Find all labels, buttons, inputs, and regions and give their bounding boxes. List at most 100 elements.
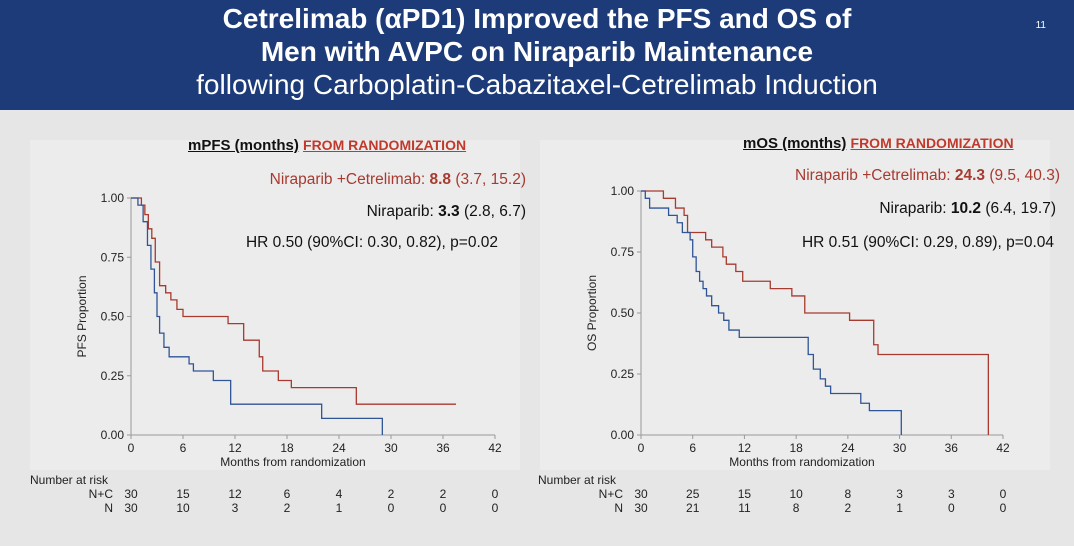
pfs-subtitle: mPFS (months) FROM RANDOMIZATION (188, 137, 466, 154)
os-risk-value: 21 (686, 501, 700, 515)
pfs-kaplan-meier-chart: 0.000.250.500.751.000 6 12 18 24 30 36 42Months… (30, 191, 502, 515)
pfs-x-tick-label: 18 (280, 441, 294, 455)
pfs-x-tick-label: 42 (488, 441, 502, 455)
pfs-x-tick-label: 30 (384, 441, 398, 455)
os-panel (540, 140, 1050, 470)
pfs-n-label: Niraparib: (366, 203, 439, 220)
os-x-tick-label: 36 (945, 441, 959, 455)
os-risk-table-title: Number at risk (538, 473, 617, 487)
os-risk-value: 2 (845, 501, 852, 515)
pfs-risk-value: 4 (336, 487, 343, 501)
os-subtitle-red: FROM RANDOMIZATION (850, 135, 1014, 151)
pfs-risk-value: 0 (388, 501, 395, 515)
os-x-axis-label: Months from randomization (729, 455, 874, 469)
os-n-median-value: 10.2 (950, 200, 982, 217)
pfs-y-axis-label: PFS Proportion (75, 275, 89, 357)
pfs-nc-label: Niraparib +Cetrelimab: (269, 171, 430, 188)
os-n-ci: (6.4, 19.7) (981, 200, 1056, 217)
title-line-3: following Carboplatin-Cabazitaxel-Cetrel… (196, 69, 878, 100)
os-x-tick-label: 24 (841, 441, 855, 455)
os-risk-row-label: N (614, 501, 623, 515)
pfs-panel (30, 140, 520, 470)
os-x-tick-label: 18 (789, 441, 803, 455)
pfs-subtitle-main: mPFS (months) (188, 137, 299, 154)
os-x-tick-label: 12 (738, 441, 752, 455)
title-line-2: Men with AVPC on Niraparib Maintenance (260, 36, 814, 67)
title-banner: Cetrelimab (αPD1) Improved the PFS and O… (0, 0, 1074, 110)
pfs-risk-row-label: N+C (89, 487, 114, 501)
pfs-risk-value: 30 (124, 487, 138, 501)
os-risk-value: 30 (634, 501, 648, 515)
os-x-tick-label: 6 (689, 441, 696, 455)
pfs-n-median-value: 3.3 (438, 203, 460, 220)
pfs-y-tick-label: 0.00 (101, 428, 125, 442)
os-risk-value: 0 (1000, 501, 1007, 515)
os-risk-value: 30 (634, 487, 648, 501)
pfs-x-tick-label: 24 (332, 441, 346, 455)
os-n-median: Niraparib: 10.2 (6.4, 19.7) (879, 200, 1056, 218)
pfs-risk-value: 10 (176, 501, 190, 515)
pfs-risk-table-title: Number at risk (30, 473, 109, 487)
pfs-hazard-ratio: HR 0.50 (90%CI: 0.30, 0.82), p=0.02 (245, 234, 498, 251)
pfs-risk-value: 15 (176, 487, 190, 501)
os-y-tick-label: 0.00 (611, 428, 635, 442)
slide-number: 11 (1035, 20, 1046, 31)
pfs-risk-value: 30 (124, 501, 138, 515)
os-kaplan-meier-chart: 0.000.250.500.751.000 6 12 18 24 30 36 42Months… (538, 184, 1010, 515)
pfs-risk-value: 6 (284, 487, 291, 501)
pfs-x-axis-label: Months from randomization (220, 455, 365, 469)
os-risk-row-label: N+C (599, 487, 624, 501)
os-y-axis-label: OS Proportion (585, 275, 599, 351)
os-series-n-c (641, 190, 989, 435)
pfs-x-tick-label: 6 (180, 441, 187, 455)
os-risk-value: 3 (896, 487, 903, 501)
pfs-y-tick-label: 0.25 (101, 369, 125, 383)
os-subtitle: mOS (months) FROM RANDOMIZATION (743, 135, 1014, 152)
pfs-risk-value: 1 (336, 501, 343, 515)
os-risk-value: 8 (793, 501, 800, 515)
os-risk-value: 0 (1000, 487, 1007, 501)
os-hazard-ratio: HR 0.51 (90%CI: 0.29, 0.89), p=0.04 (801, 234, 1054, 251)
os-risk-value: 10 (789, 487, 803, 501)
pfs-x-tick-label: 12 (228, 441, 242, 455)
os-nc-label: Niraparib +Cetrelimab: (795, 167, 955, 184)
os-risk-value: 0 (948, 501, 955, 515)
os-x-tick-label: 0 (638, 441, 645, 455)
pfs-risk-value: 3 (232, 501, 239, 515)
pfs-risk-row-label: N (104, 501, 113, 515)
pfs-n-median: Niraparib: 3.3 (2.8, 6.7) (367, 203, 526, 221)
pfs-risk-value: 2 (284, 501, 291, 515)
os-risk-value: 1 (896, 501, 903, 515)
os-y-tick-label: 0.50 (611, 306, 635, 320)
pfs-nc-median: Niraparib +Cetrelimab: 8.8 (3.7, 15.2) (270, 171, 526, 189)
os-risk-value: 3 (948, 487, 955, 501)
pfs-n-ci: (2.8, 6.7) (459, 203, 526, 220)
pfs-risk-value: 0 (492, 501, 499, 515)
os-risk-value: 25 (686, 487, 700, 501)
pfs-risk-value: 2 (440, 487, 447, 501)
os-subtitle-main: mOS (months) (743, 135, 847, 152)
pfs-risk-value: 0 (440, 501, 447, 515)
pfs-nc-median-value: 8.8 (429, 171, 452, 188)
pfs-subtitle-red: FROM RANDOMIZATION (303, 137, 467, 153)
pfs-risk-value: 12 (228, 487, 242, 501)
os-series-n (641, 190, 902, 435)
pfs-x-tick-label: 0 (128, 441, 135, 455)
pfs-y-tick-label: 0.50 (101, 310, 125, 324)
pfs-y-tick-label: 1.00 (101, 191, 125, 205)
os-y-tick-label: 0.25 (611, 367, 635, 381)
os-x-tick-label: 30 (893, 441, 907, 455)
title-line-1: Cetrelimab (αPD1) Improved the PFS and O… (222, 3, 852, 34)
os-y-tick-label: 1.00 (611, 184, 635, 198)
pfs-nc-ci: (3.7, 15.2) (451, 171, 526, 188)
os-y-tick-label: 0.75 (611, 245, 635, 259)
os-nc-median-value: 24.3 (954, 167, 986, 184)
os-x-tick-label: 42 (996, 441, 1010, 455)
os-risk-value: 8 (845, 487, 852, 501)
os-nc-median: Niraparib +Cetrelimab: 24.3 (9.5, 40.3) (795, 167, 1060, 185)
pfs-risk-value: 0 (492, 487, 499, 501)
os-nc-ci: (9.5, 40.3) (985, 167, 1060, 184)
pfs-series-n (131, 197, 383, 435)
pfs-y-tick-label: 0.75 (101, 250, 125, 264)
os-risk-value: 15 (738, 487, 752, 501)
